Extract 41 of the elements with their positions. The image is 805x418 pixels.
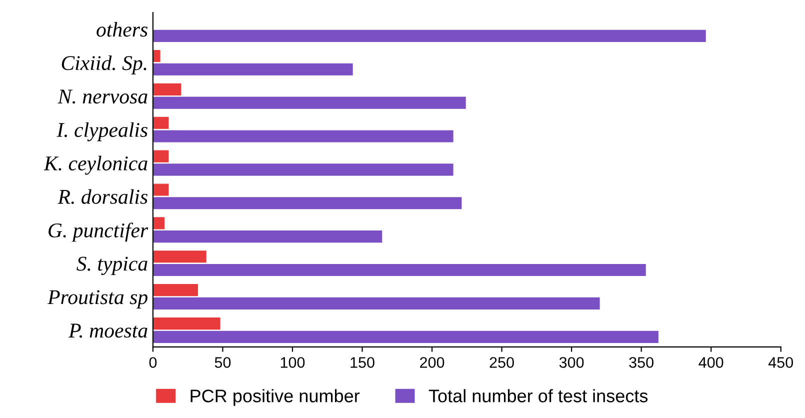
bar bbox=[152, 50, 160, 62]
y-tick-label: N. nervosa bbox=[58, 90, 148, 104]
bar bbox=[152, 330, 658, 343]
bar bbox=[152, 197, 462, 210]
bar bbox=[152, 164, 454, 176]
y-tick-label: K. ceylonica bbox=[44, 156, 148, 175]
bar bbox=[152, 150, 169, 162]
y-tick-label: Cixiid. Sp. bbox=[62, 55, 146, 74]
bar bbox=[152, 217, 164, 230]
y-tick-label: Proutista sp bbox=[47, 290, 148, 308]
y-tick-label: I. clypealis bbox=[56, 122, 148, 142]
y-tick-label: R. dorsalis bbox=[58, 189, 148, 204]
bar bbox=[152, 130, 454, 142]
legend-label: PCR positive number bbox=[190, 389, 360, 406]
x-tick-label: 150 bbox=[350, 357, 374, 368]
y-tick-label: others bbox=[96, 22, 148, 37]
y-tick-label: G. punctifer bbox=[48, 222, 148, 242]
x-tick-label: 300 bbox=[559, 357, 584, 368]
bar bbox=[152, 250, 206, 263]
x-tick-label: 350 bbox=[629, 357, 654, 368]
y-tick-label: P. moesta bbox=[68, 324, 148, 338]
x-tick-label: 200 bbox=[420, 357, 444, 368]
x-tick-label: 250 bbox=[490, 357, 514, 368]
bar bbox=[152, 96, 466, 109]
x-tick-label: 450 bbox=[768, 357, 793, 368]
bar bbox=[152, 317, 220, 330]
bar bbox=[152, 264, 646, 276]
bar bbox=[152, 83, 182, 96]
bar bbox=[152, 184, 169, 196]
bar bbox=[152, 230, 382, 243]
legend-label: Total number of test insects bbox=[428, 389, 648, 402]
x-tick-label: 50 bbox=[214, 357, 231, 368]
y-tick-label: S. typica bbox=[76, 256, 148, 276]
bar bbox=[152, 297, 600, 310]
bar bbox=[152, 116, 169, 129]
bar bbox=[152, 63, 353, 76]
x-tick-label: 0 bbox=[149, 357, 157, 368]
bar bbox=[152, 284, 198, 296]
x-tick-label: 100 bbox=[280, 357, 305, 368]
bar bbox=[152, 30, 706, 42]
x-tick-label: 400 bbox=[698, 357, 724, 368]
